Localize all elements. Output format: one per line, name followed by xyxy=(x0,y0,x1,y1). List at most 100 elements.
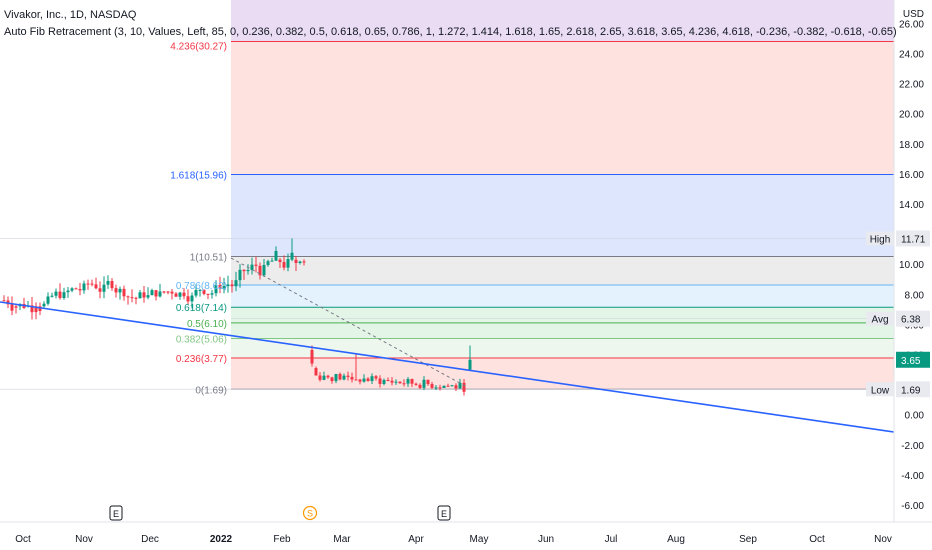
candle-body[interactable] xyxy=(286,259,290,268)
candle-body[interactable] xyxy=(410,379,414,384)
candle-body[interactable] xyxy=(218,284,222,289)
candle-body[interactable] xyxy=(162,291,166,293)
candle-body[interactable] xyxy=(154,290,158,297)
candle-body[interactable] xyxy=(250,264,254,270)
candle-body[interactable] xyxy=(242,269,246,272)
candle-body[interactable] xyxy=(158,291,162,297)
candle-body[interactable] xyxy=(114,288,118,293)
candle-body[interactable] xyxy=(270,260,274,262)
candle-body[interactable] xyxy=(54,291,58,296)
candle-body[interactable] xyxy=(170,291,174,294)
candle-body[interactable] xyxy=(322,375,326,380)
price-axis[interactable]: 26.0024.0022.0020.0018.0016.0014.0012.00… xyxy=(899,19,924,512)
candle-body[interactable] xyxy=(314,368,318,376)
candle-body[interactable] xyxy=(282,262,286,268)
candle-body[interactable] xyxy=(262,264,266,276)
candle-body[interactable] xyxy=(422,379,426,388)
candle-body[interactable] xyxy=(34,306,38,313)
candle-body[interactable] xyxy=(206,293,210,295)
candle-body[interactable] xyxy=(62,292,66,298)
candle-body[interactable] xyxy=(174,293,178,297)
candle-body[interactable] xyxy=(198,289,202,291)
time-axis[interactable]: Oct Nov Dec 2022 Feb Mar Apr May Jun Jul Aug Sep Oct… xyxy=(15,534,892,545)
candle-body[interactable] xyxy=(74,288,78,290)
candle-body[interactable] xyxy=(310,349,314,364)
candle-body[interactable] xyxy=(386,379,390,381)
candle-body[interactable] xyxy=(194,290,198,296)
candle-body[interactable] xyxy=(350,376,354,380)
candle-body[interactable] xyxy=(458,382,462,389)
candle-body[interactable] xyxy=(370,376,374,382)
candle-body[interactable] xyxy=(146,295,150,298)
candle-body[interactable] xyxy=(178,292,182,297)
candle-body[interactable] xyxy=(58,291,62,298)
candle-body[interactable] xyxy=(406,379,410,384)
candle-body[interactable] xyxy=(66,290,70,293)
candle-body[interactable] xyxy=(298,261,302,263)
candle-body[interactable] xyxy=(442,385,446,388)
candle-body[interactable] xyxy=(246,269,250,272)
earnings-event-icon[interactable] xyxy=(109,505,123,521)
candle-body[interactable] xyxy=(46,296,50,304)
candle-body[interactable] xyxy=(468,359,472,370)
candle-body[interactable] xyxy=(130,297,134,299)
candle-body[interactable] xyxy=(426,379,430,385)
candle-body[interactable] xyxy=(450,385,454,387)
candle-body[interactable] xyxy=(142,292,146,298)
candle-body[interactable] xyxy=(102,284,106,292)
candle-body[interactable] xyxy=(446,385,450,387)
candle-body[interactable] xyxy=(338,373,342,380)
candle-body[interactable] xyxy=(118,288,122,293)
candle-body[interactable] xyxy=(210,293,214,295)
candle-body[interactable] xyxy=(138,292,142,299)
candle-body[interactable] xyxy=(354,379,358,381)
candle-body[interactable] xyxy=(366,378,370,382)
candle-body[interactable] xyxy=(230,284,234,287)
candle-body[interactable] xyxy=(326,375,330,378)
candle-body[interactable] xyxy=(342,375,346,380)
earnings-event-icon[interactable] xyxy=(437,505,451,521)
candle-body[interactable] xyxy=(378,378,382,384)
candle-body[interactable] xyxy=(94,284,98,289)
candle-body[interactable] xyxy=(294,259,298,263)
candle-body[interactable] xyxy=(50,295,54,297)
candle-body[interactable] xyxy=(90,283,94,285)
candle-body[interactable] xyxy=(374,376,378,379)
candle-body[interactable] xyxy=(182,292,186,297)
candle-body[interactable] xyxy=(290,252,294,260)
candle-body[interactable] xyxy=(70,288,74,291)
currency-label[interactable]: USD xyxy=(902,9,924,20)
candle-body[interactable] xyxy=(334,373,338,382)
candle-body[interactable] xyxy=(14,306,18,308)
candle-body[interactable] xyxy=(402,383,406,385)
candle-body[interactable] xyxy=(258,265,262,276)
candle-body[interactable] xyxy=(82,283,86,291)
candle-body[interactable] xyxy=(330,377,334,382)
candle-body[interactable] xyxy=(274,250,278,261)
candle-body[interactable] xyxy=(190,295,194,302)
candle-body[interactable] xyxy=(150,290,154,296)
candle-body[interactable] xyxy=(202,289,206,294)
candle-body[interactable] xyxy=(126,296,130,298)
candle-body[interactable] xyxy=(266,261,270,265)
candle-body[interactable] xyxy=(166,291,170,293)
candle-body[interactable] xyxy=(434,387,438,389)
candle-body[interactable] xyxy=(214,284,218,294)
candle-body[interactable] xyxy=(122,288,126,297)
candle-body[interactable] xyxy=(254,264,258,266)
candle-body[interactable] xyxy=(454,385,458,389)
candle-body[interactable] xyxy=(430,384,434,388)
candle-body[interactable] xyxy=(418,384,422,388)
candle-body[interactable] xyxy=(358,379,362,382)
symbol-title[interactable]: Vivakor, Inc., 1D, NASDAQ xyxy=(4,9,137,21)
candle-body[interactable] xyxy=(414,383,418,385)
candle-body[interactable] xyxy=(390,380,394,383)
candle-body[interactable] xyxy=(42,303,46,307)
candle-body[interactable] xyxy=(222,286,226,289)
candle-body[interactable] xyxy=(346,375,350,377)
candle-body[interactable] xyxy=(186,296,190,302)
candle-body[interactable] xyxy=(78,289,82,291)
candle-body[interactable] xyxy=(362,378,366,382)
